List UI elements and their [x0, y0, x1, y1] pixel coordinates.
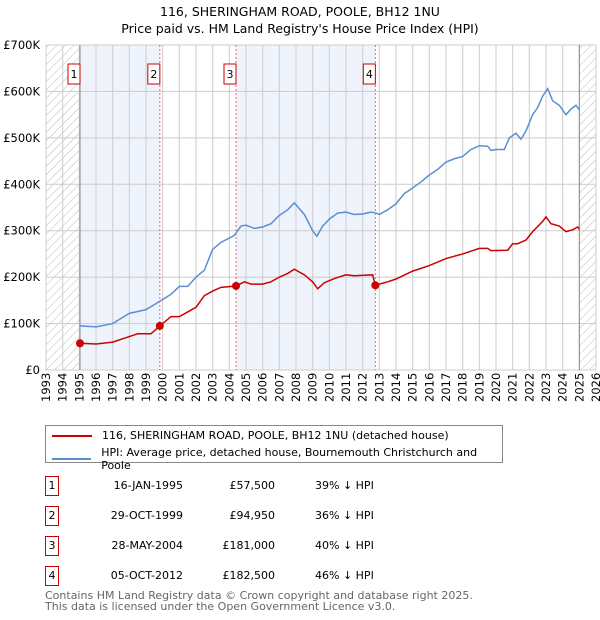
sale-label: 2 [150, 68, 157, 81]
x-tick-label: 2006 [256, 373, 270, 402]
plot-frame [45, 44, 597, 371]
sale-date: 28-MAY-2004 [111, 539, 183, 552]
sale-number-box: 3 [45, 536, 59, 556]
chart-subtitle: Price paid vs. HM Land Registry's House … [121, 21, 479, 36]
x-tick-label: 1997 [106, 373, 120, 402]
x-tick-label: 2017 [439, 373, 453, 402]
y-tick-label: £200K [3, 270, 40, 284]
sale-row: 2 29-OCT-1999 £94,950 36% ↓ HPI [45, 506, 465, 526]
x-tick-label: 2003 [206, 373, 220, 402]
sale-point [76, 339, 84, 348]
x-tick-label: 2005 [239, 373, 253, 402]
x-tick-label: 2025 [572, 373, 586, 402]
sale-hpi-diff: 39% ↓ HPI [315, 479, 374, 492]
y-tick-label: £300K [3, 224, 40, 238]
x-tick-label: 2023 [539, 373, 553, 402]
x-tick-label: 2012 [356, 373, 370, 402]
shaded-period [236, 45, 376, 370]
legend-swatch-red [52, 434, 92, 437]
sale-number-box: 4 [45, 566, 59, 586]
sale-price: £57,500 [229, 479, 276, 492]
x-tick-label: 2007 [272, 373, 286, 402]
sale-row: 4 05-OCT-2012 £182,500 46% ↓ HPI [45, 566, 465, 586]
x-tick-label: 2014 [389, 373, 403, 402]
y-tick-label: £500K [3, 131, 40, 145]
sale-point [371, 281, 380, 290]
sale-price: £181,000 [222, 539, 276, 552]
sale-number-box: 1 [45, 476, 59, 496]
x-tick-label: 2020 [489, 373, 503, 402]
y-tick-label: £400K [3, 177, 40, 191]
x-tick-label: 2001 [172, 373, 186, 402]
sale-point [155, 321, 164, 330]
sale-number-box: 2 [45, 506, 59, 526]
series-line [79, 87, 580, 328]
sale-label-box [67, 63, 81, 85]
x-tick-label: 2008 [289, 373, 303, 402]
x-tick-label: 1999 [139, 373, 153, 402]
price-chart: 1 2 3 4 1993 1994 1995 1996 1997 1998 1999 2000 2001… [3, 38, 600, 402]
y-tick-label: £100K [3, 317, 40, 331]
x-tick-label: 2021 [506, 373, 520, 402]
x-tick-label: 2019 [472, 373, 486, 402]
x-tick-label: 2026 [589, 373, 600, 402]
x-tick-label: 2016 [422, 373, 436, 402]
legend-label-hpi: HPI: Average price, detached house, Bour… [101, 446, 478, 472]
x-tick-label: 1996 [89, 373, 103, 402]
x-tick-label: 2000 [156, 373, 170, 402]
x-tick-label: 2011 [339, 373, 353, 402]
legend: 116, SHERINGHAM ROAD, POOLE, BH12 1NU (d… [45, 425, 503, 472]
x-tick-label: 2013 [372, 373, 386, 402]
sale-label: 1 [71, 68, 78, 81]
y-tick-label: £0 [25, 363, 40, 377]
sale-price: £94,950 [229, 509, 276, 522]
sale-hpi-diff: 36% ↓ HPI [315, 509, 374, 522]
y-tick-label: £600K [3, 84, 40, 98]
chart-title: 116, SHERINGHAM ROAD, POOLE, BH12 1NU [160, 4, 440, 19]
series-line [79, 215, 580, 345]
sale-label: 3 [227, 68, 234, 81]
sale-label: 4 [366, 68, 373, 81]
sale-price: £182,500 [222, 569, 276, 582]
sale-row: 3 28-MAY-2004 £181,000 40% ↓ HPI [45, 536, 465, 556]
x-tick-label: 2009 [306, 373, 320, 402]
x-tick-label: 2024 [556, 373, 570, 402]
sale-hpi-diff: 46% ↓ HPI [315, 569, 374, 582]
sale-date: 05-OCT-2012 [110, 569, 183, 582]
footer: Contains HM Land Registry data © Crown c… [45, 590, 473, 612]
x-tick-label: 1994 [56, 373, 70, 402]
sale-label-box [362, 63, 376, 85]
sale-date: 16-JAN-1995 [113, 479, 183, 492]
x-tick-label: 2015 [406, 373, 420, 402]
x-tick-label: 1993 [39, 373, 53, 402]
y-tick-label: £700K [3, 38, 40, 52]
x-tick-label: 2022 [522, 373, 536, 402]
sale-date: 29-OCT-1999 [110, 509, 183, 522]
x-tick-label: 2018 [456, 373, 470, 402]
x-tick-label: 2004 [222, 373, 236, 402]
x-tick-label: 1998 [122, 373, 136, 402]
sale-row: 1 16-JAN-1995 £57,500 39% ↓ HPI [45, 476, 465, 496]
footer-line-1: Contains HM Land Registry data © Crown c… [45, 589, 473, 602]
x-tick-label: 2002 [189, 373, 203, 402]
hatched-region [579, 45, 596, 370]
legend-label-property: 116, SHERINGHAM ROAD, POOLE, BH12 1NU (d… [102, 429, 449, 442]
sale-point [232, 281, 240, 290]
sale-hpi-diff: 40% ↓ HPI [315, 539, 374, 552]
x-tick-label: 2010 [322, 373, 336, 402]
shaded-period [80, 45, 160, 370]
sale-label-box [147, 63, 161, 85]
footer-line-2: This data is licensed under the Open Gov… [45, 600, 396, 613]
legend-swatch-blue [52, 458, 92, 460]
x-tick-label: 1995 [72, 373, 86, 402]
sale-label-box [223, 63, 237, 85]
